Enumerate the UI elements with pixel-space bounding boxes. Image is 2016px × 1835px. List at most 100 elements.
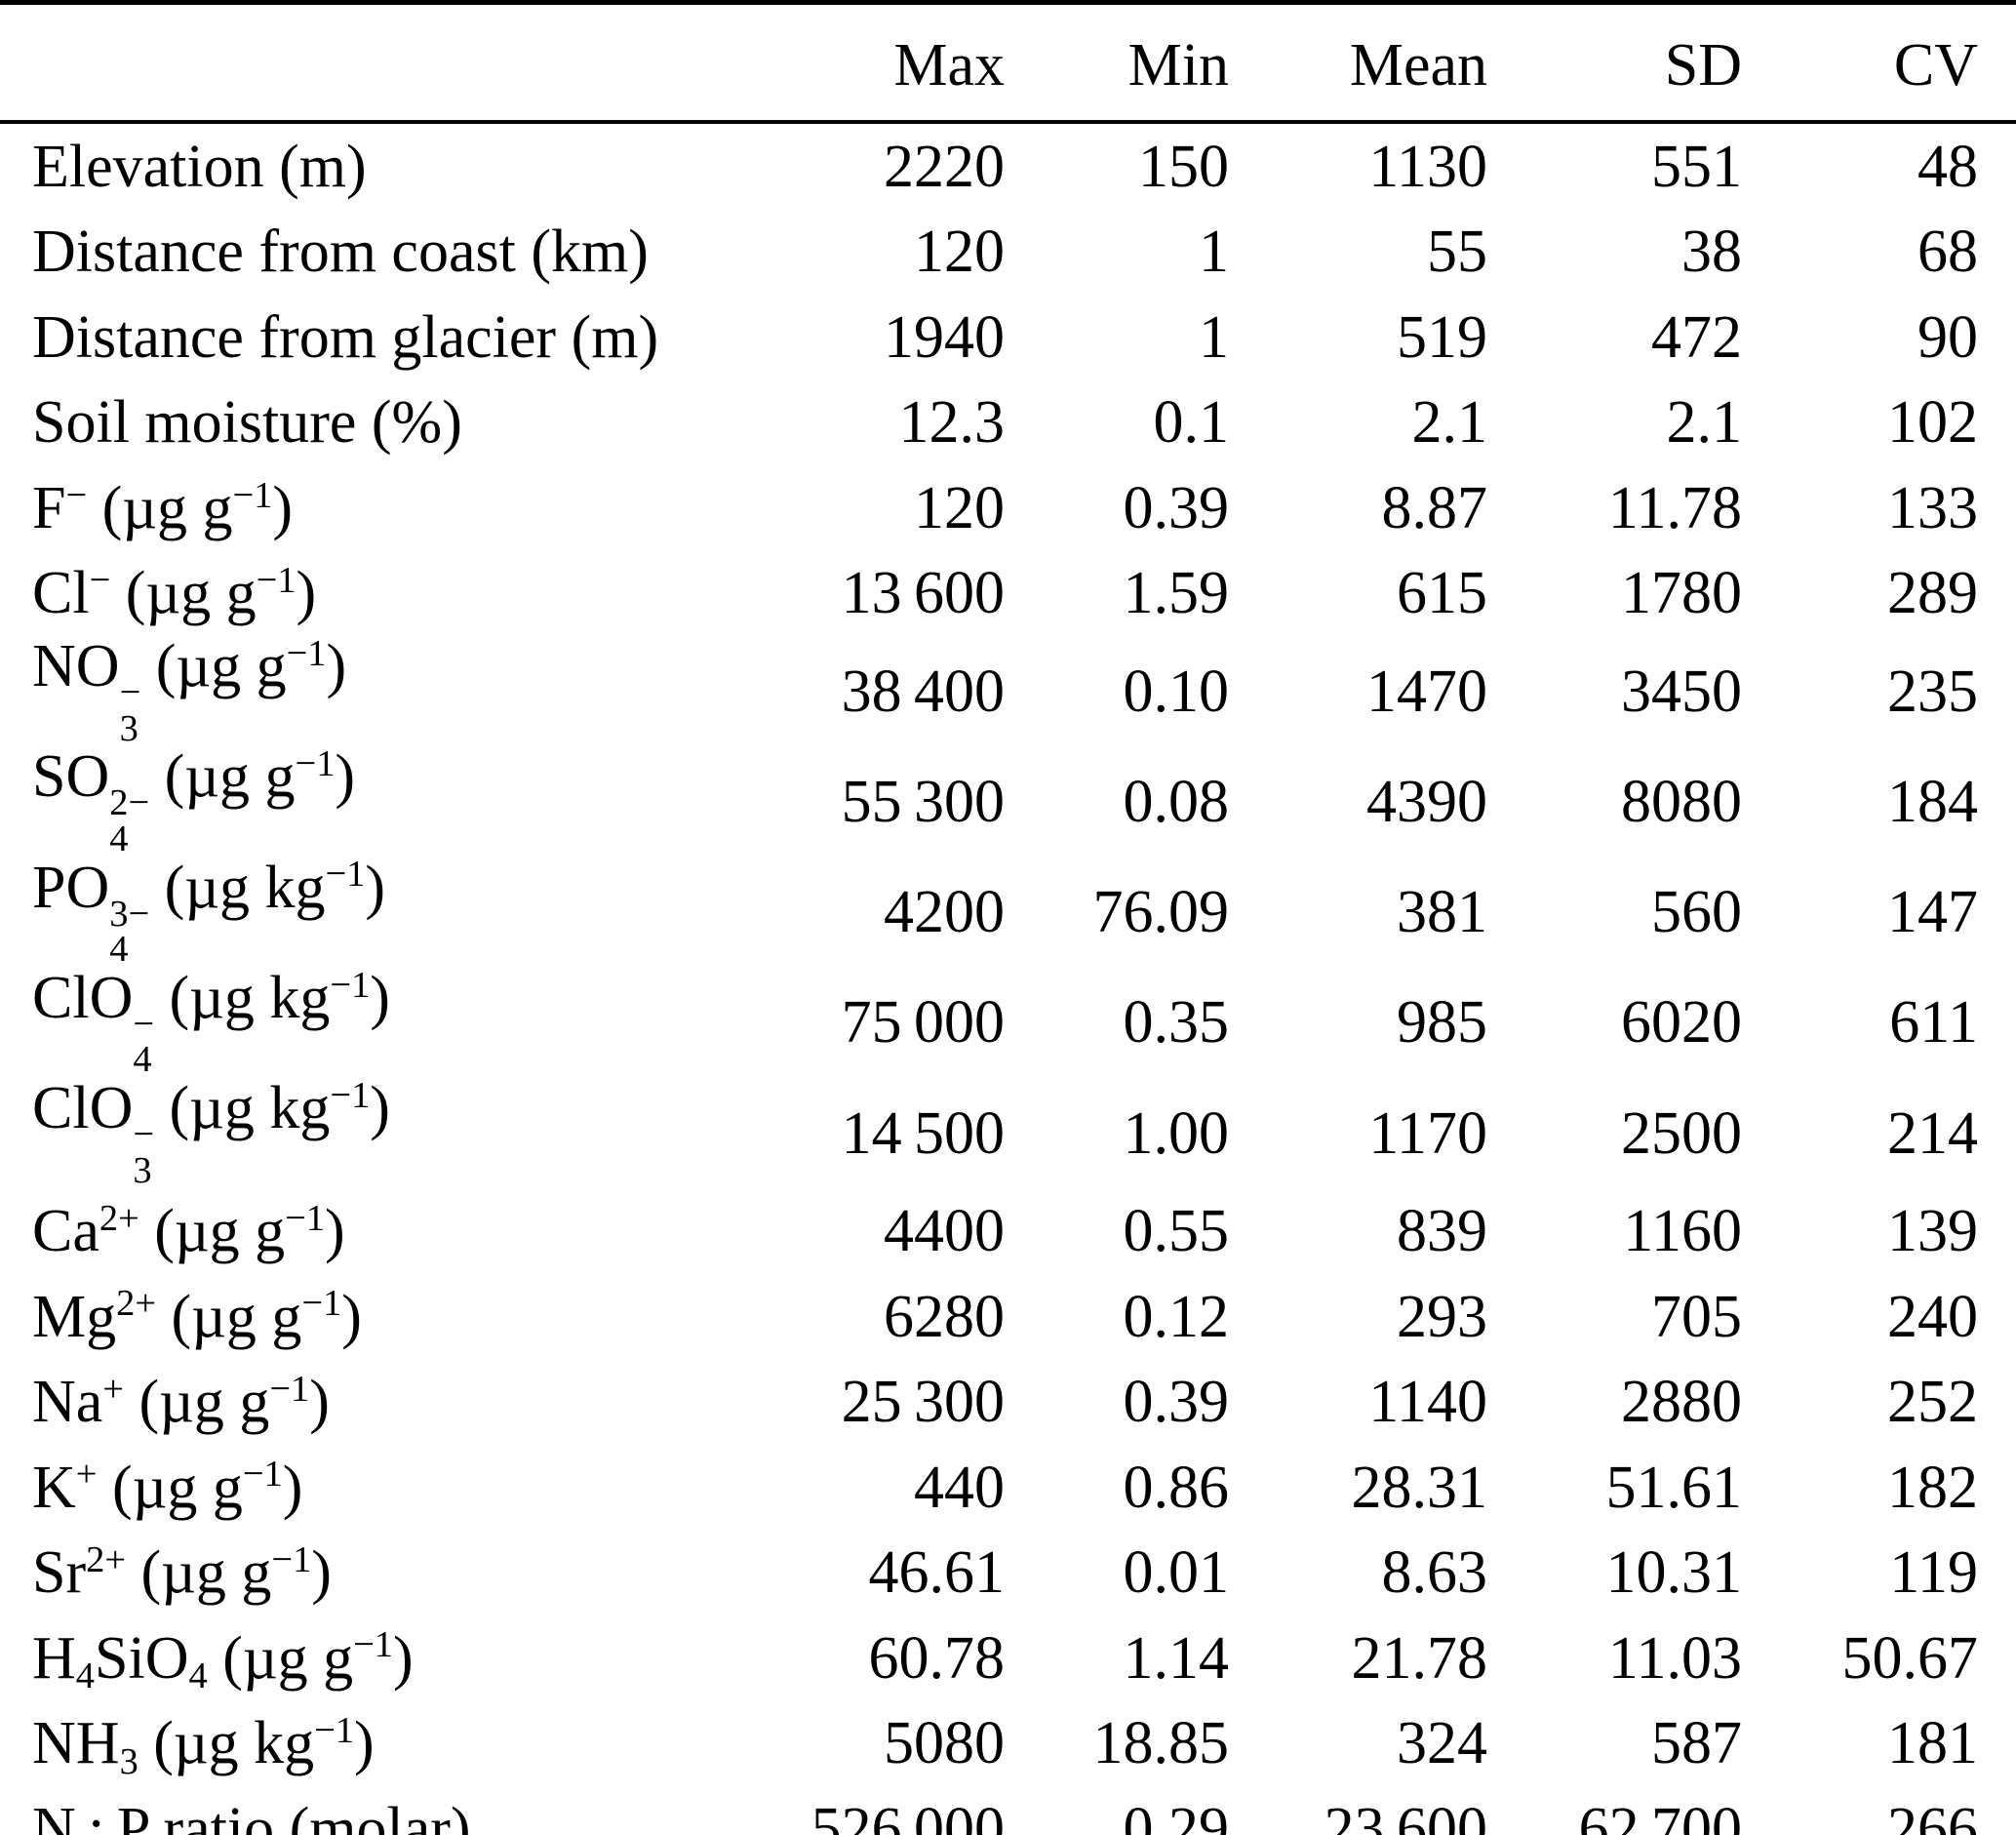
table-row: Mg2+ (µg g−1) 6280 0.12 293 705 240 xyxy=(0,1274,2016,1360)
cell-min: 0.12 xyxy=(1123,1283,1230,1350)
row-label: Cl− (µg g−1) xyxy=(32,560,317,627)
cell-cv: 90 xyxy=(1917,303,1978,371)
table-row: NO −3 (µg g−1) 38 400 0.10 1470 3450 235 xyxy=(0,632,2016,749)
cell-sd: 560 xyxy=(1651,879,1742,946)
table-row: Cl− (µg g−1) 13 600 1.59 615 1780 289 xyxy=(0,551,2016,637)
row-label: K+ (µg g−1) xyxy=(32,1454,303,1521)
cell-min: 0.1 xyxy=(1153,389,1230,457)
table-row: Elevation (m) 2220 150 1130 551 48 xyxy=(0,122,2016,210)
cell-max: 120 xyxy=(914,219,1005,286)
superscript: − xyxy=(65,474,88,516)
superscript: − xyxy=(89,560,111,602)
cell-max: 4400 xyxy=(884,1198,1005,1264)
table-row: Distance from coast (km) 120 1 55 38 68 xyxy=(0,210,2016,296)
col-header-sd: SD xyxy=(1487,2,1742,124)
cell-mean: 985 xyxy=(1397,989,1487,1057)
cell-sd: 2880 xyxy=(1621,1369,1742,1435)
cell-cv: 214 xyxy=(1887,1099,1978,1167)
cell-min: 0.10 xyxy=(1123,658,1230,725)
row-label: NH3 (µg kg−1) xyxy=(32,1709,375,1782)
cell-min: 1.00 xyxy=(1123,1099,1230,1167)
cell-cv: 139 xyxy=(1887,1198,1978,1264)
cell-mean: 615 xyxy=(1397,560,1487,627)
cell-min: 76.09 xyxy=(1092,879,1230,946)
superscript: −1 xyxy=(295,743,336,785)
superscript: −1 xyxy=(301,1283,342,1325)
cell-sd: 551 xyxy=(1651,133,1742,200)
cell-mean: 1170 xyxy=(1368,1099,1487,1167)
row-label: Soil moisture (%) xyxy=(32,389,462,457)
cell-sd: 11.78 xyxy=(1607,474,1742,541)
table-row: ClO −4 (µg kg−1) 75 000 0.35 985 6020 611 xyxy=(0,966,2016,1078)
superscript: −1 xyxy=(314,1709,355,1751)
cell-max: 1940 xyxy=(884,303,1005,371)
cell-sd: 6020 xyxy=(1621,989,1742,1057)
row-label: ClO −3 (µg kg−1) xyxy=(32,1074,390,1191)
table-row: NH3 (µg kg−1) 5080 18.85 324 587 181 xyxy=(0,1700,2016,1786)
superscript: + xyxy=(75,1454,98,1496)
cell-cv: 50.67 xyxy=(1841,1624,1979,1692)
cell-mean: 839 xyxy=(1397,1198,1487,1264)
cell-cv: 184 xyxy=(1887,768,1978,835)
cell-max: 120 xyxy=(914,474,1005,541)
cell-min: 1 xyxy=(1199,303,1229,371)
cell-max: 55 300 xyxy=(841,768,1005,835)
table-row: Soil moisture (%) 12.3 0.1 2.1 2.1 102 xyxy=(0,380,2016,466)
superscript: −1 xyxy=(269,1368,310,1410)
cell-max: 12.3 xyxy=(898,389,1006,457)
row-label: NO −3 (µg g−1) xyxy=(32,632,347,749)
cell-mean: 4390 xyxy=(1366,768,1487,835)
cell-min: 18.85 xyxy=(1092,1710,1230,1776)
table-row: Na+ (µg g−1) 25 300 0.39 1140 2880 252 xyxy=(0,1359,2016,1445)
cell-cv: 289 xyxy=(1887,560,1978,627)
cell-max: 6280 xyxy=(884,1283,1005,1350)
superscript: 2+ xyxy=(99,1197,139,1239)
header-row: Max Min Mean SD CV xyxy=(0,2,2016,124)
superscript: −1 xyxy=(242,1454,283,1496)
subscript: 4 xyxy=(188,1655,208,1697)
cell-max: 4200 xyxy=(884,879,1005,946)
row-label: Distance from glacier (m) xyxy=(32,303,659,371)
cell-min: 0.08 xyxy=(1123,768,1230,835)
cell-min: 1 xyxy=(1199,219,1229,286)
row-label: Sr2+ (µg g−1) xyxy=(32,1538,332,1606)
table-body: Elevation (m) 2220 150 1130 551 48 Distance fr… xyxy=(0,122,2016,1835)
subscript: 4 xyxy=(75,1655,95,1697)
col-header-mean: Mean xyxy=(1229,2,1487,124)
cell-cv: 147 xyxy=(1887,879,1978,946)
cell-cv: 119 xyxy=(1889,1539,1978,1606)
cell-cv: 611 xyxy=(1889,989,1978,1057)
superscript: −1 xyxy=(330,1074,371,1116)
cell-mean: 21.78 xyxy=(1351,1624,1488,1692)
subscript: 3 xyxy=(119,1740,138,1782)
cell-min: 0.86 xyxy=(1123,1454,1230,1521)
cell-cv: 68 xyxy=(1917,219,1978,286)
cell-sd: 51.61 xyxy=(1605,1454,1743,1521)
cell-mean: 324 xyxy=(1397,1710,1487,1776)
stacked-script: −3 xyxy=(133,1114,155,1191)
superscript: −1 xyxy=(286,632,327,674)
cell-cv: 240 xyxy=(1887,1283,1978,1350)
table-row: SO 2− 4 (µg g−1) 55 300 0.08 4390 8080 184 xyxy=(0,743,2016,858)
cell-sd: 1160 xyxy=(1623,1198,1742,1264)
cell-mean: 55 xyxy=(1427,219,1487,286)
superscript: −1 xyxy=(353,1624,393,1666)
cell-max: 526 000 xyxy=(810,1795,1005,1835)
cell-max: 25 300 xyxy=(841,1369,1005,1435)
cell-max: 5080 xyxy=(884,1710,1005,1776)
superscript: 2+ xyxy=(86,1538,127,1580)
cell-mean: 293 xyxy=(1397,1283,1487,1350)
superscript: −1 xyxy=(271,1538,312,1580)
superscript: −1 xyxy=(256,560,296,602)
cell-mean: 1140 xyxy=(1368,1369,1487,1435)
superscript: −1 xyxy=(232,474,273,516)
col-header-min: Min xyxy=(1005,2,1229,124)
cell-sd: 3450 xyxy=(1621,658,1742,725)
stacked-script: 3− 4 xyxy=(109,893,150,971)
stacked-script: −3 xyxy=(119,672,141,749)
cell-max: 75 000 xyxy=(841,989,1005,1057)
cell-mean: 8.63 xyxy=(1381,1539,1488,1606)
superscript: 2+ xyxy=(116,1283,157,1325)
cell-sd: 8080 xyxy=(1621,768,1742,835)
